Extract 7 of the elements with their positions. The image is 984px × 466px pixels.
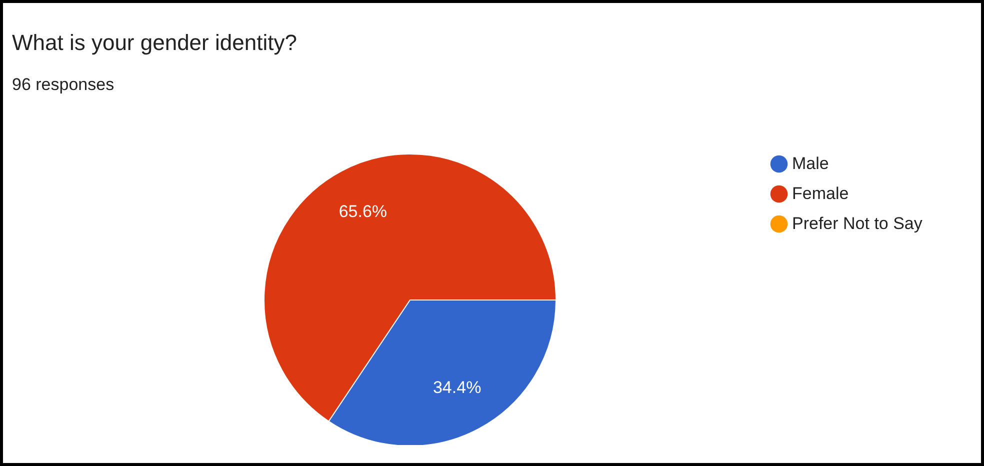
data-label: 34.4% (432, 378, 482, 398)
legend-label: Male (792, 154, 829, 173)
chart-title: What is your gender identity? (12, 30, 297, 55)
legend-label: Prefer Not to Say (792, 214, 923, 233)
legend-label: Female (792, 184, 849, 203)
data-label: 65.6% (338, 202, 388, 221)
text: 96 responses (12, 75, 114, 94)
